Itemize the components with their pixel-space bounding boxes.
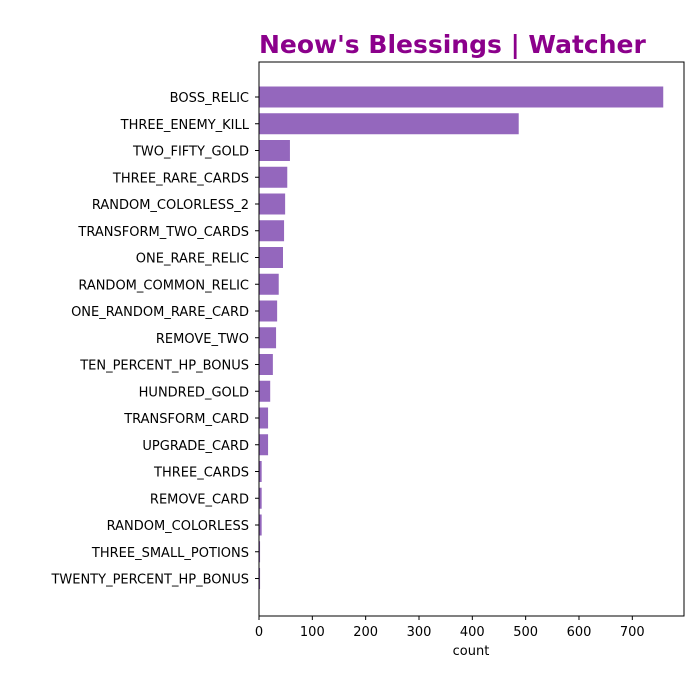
bar	[259, 220, 285, 242]
x-tick-label: 400	[460, 625, 485, 640]
bar	[259, 86, 664, 108]
y-tick-label: REMOVE_CARD	[150, 492, 249, 507]
y-tick-label: TWO_FIFTY_GOLD	[132, 145, 249, 160]
x-axis-label: count	[453, 644, 490, 659]
bar	[259, 461, 262, 482]
y-tick-label: TRANSFORM_CARD	[123, 412, 249, 427]
x-tick-label: 0	[255, 625, 263, 640]
x-tick-label: 700	[620, 625, 645, 640]
y-tick-label: BOSS_RELIC	[170, 91, 249, 106]
y-tick-label: TWENTY_PERCENT_HP_BONUS	[50, 573, 249, 588]
y-tick-label: RANDOM_COLORLESS	[107, 519, 249, 534]
y-tick-label: RANDOM_COMMON_RELIC	[78, 278, 249, 293]
bar	[259, 193, 286, 215]
bar	[259, 354, 273, 375]
chart-title: Neow's Blessings | Watcher	[259, 30, 646, 59]
plot-frame	[258, 61, 685, 617]
bar	[259, 407, 269, 429]
x-axis: 0 100 200 300 400 500 600 700	[255, 616, 645, 640]
bars-layer	[259, 86, 664, 589]
bar	[259, 140, 290, 161]
bar	[259, 487, 262, 509]
bar	[259, 327, 277, 349]
x-tick-label: 200	[353, 625, 378, 640]
bar	[259, 273, 279, 295]
bar	[259, 300, 278, 322]
y-tick-label: TRANSFORM_TWO_CARDS	[77, 225, 249, 240]
bar	[259, 434, 269, 456]
x-tick-label: 500	[513, 625, 538, 640]
bar	[259, 541, 261, 563]
bar	[259, 514, 262, 536]
y-tick-label: THREE_CARDS	[153, 466, 249, 481]
y-axis: BOSS_RELIC THREE_ENEMY_KILL TWO_FIFTY_GOLD…	[50, 91, 259, 588]
y-tick-label: TEN_PERCENT_HP_BONUS	[79, 359, 249, 374]
bar	[259, 166, 288, 188]
y-tick-label: ONE_RANDOM_RARE_CARD	[71, 305, 249, 320]
bar	[259, 380, 271, 402]
x-tick-label: 100	[300, 625, 325, 640]
y-tick-label: THREE_SMALL_POTIONS	[91, 546, 249, 561]
y-tick-label: ONE_RARE_RELIC	[136, 252, 249, 267]
x-tick-label: 300	[407, 625, 432, 640]
x-tick-label: 600	[567, 625, 592, 640]
bar	[259, 568, 261, 589]
y-tick-label: THREE_ENEMY_KILL	[120, 118, 250, 133]
y-tick-label: UPGRADE_CARD	[142, 439, 249, 454]
bar	[259, 247, 283, 268]
y-tick-label: REMOVE_TWO	[156, 332, 249, 347]
y-tick-label: THREE_RARE_CARDS	[112, 171, 249, 186]
bar	[259, 113, 519, 135]
y-tick-label: HUNDRED_GOLD	[139, 385, 249, 400]
y-tick-label: RANDOM_COLORLESS_2	[92, 198, 249, 213]
